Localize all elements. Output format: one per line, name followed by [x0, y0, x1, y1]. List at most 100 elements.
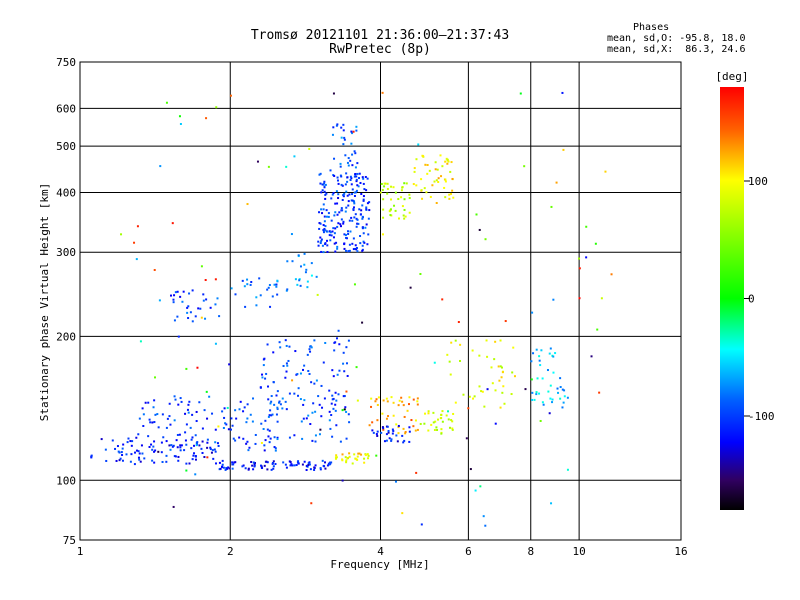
- data-point: [550, 205, 553, 208]
- data-point: [383, 440, 386, 443]
- data-point: [428, 169, 431, 172]
- data-point: [345, 190, 348, 193]
- data-point: [349, 230, 352, 233]
- data-point: [187, 411, 190, 414]
- data-point: [293, 392, 296, 395]
- data-point: [367, 217, 370, 220]
- data-point: [320, 250, 323, 253]
- data-point: [434, 161, 437, 164]
- data-point: [478, 385, 481, 388]
- data-point: [420, 189, 423, 192]
- data-point: [303, 252, 306, 255]
- data-point: [416, 428, 419, 431]
- data-point: [513, 375, 516, 378]
- data-point: [563, 395, 566, 398]
- data-point: [306, 280, 309, 283]
- data-point: [459, 343, 462, 346]
- data-point: [365, 208, 368, 211]
- data-point: [222, 426, 225, 429]
- data-point: [343, 370, 346, 373]
- data-point: [427, 412, 430, 415]
- data-point: [557, 391, 560, 394]
- data-point: [359, 213, 362, 216]
- x-tick-label: 6: [465, 545, 472, 558]
- data-point: [276, 293, 279, 296]
- data-point: [397, 424, 400, 427]
- data-point: [160, 441, 163, 444]
- data-point: [295, 464, 298, 467]
- data-point: [346, 194, 349, 197]
- data-point: [303, 399, 306, 402]
- data-point: [479, 485, 482, 488]
- data-point: [420, 523, 423, 526]
- data-point: [175, 439, 178, 442]
- data-point: [392, 186, 395, 189]
- data-point: [408, 197, 411, 200]
- data-point: [205, 117, 208, 120]
- data-point: [471, 349, 474, 352]
- data-point: [351, 219, 354, 222]
- data-point: [183, 449, 186, 452]
- data-point: [90, 454, 93, 457]
- data-point: [309, 350, 312, 353]
- data-point: [563, 389, 566, 392]
- data-point: [209, 448, 212, 451]
- data-point: [116, 445, 119, 448]
- data-point: [328, 230, 331, 233]
- data-point: [398, 399, 401, 402]
- data-point: [350, 142, 353, 145]
- data-point: [339, 165, 342, 168]
- y-axis-label: Stationary phase Virtual Height [km]: [38, 183, 51, 421]
- data-point: [354, 172, 357, 175]
- data-point: [426, 172, 429, 175]
- data-point: [538, 359, 541, 362]
- data-point: [341, 458, 344, 461]
- data-point: [345, 390, 348, 393]
- data-point: [540, 349, 543, 352]
- data-point: [341, 198, 344, 201]
- data-point: [259, 294, 262, 297]
- data-point: [205, 298, 208, 301]
- data-point: [342, 194, 345, 197]
- data-point: [153, 461, 156, 464]
- data-point: [551, 398, 554, 401]
- data-point: [305, 417, 308, 420]
- data-point: [440, 175, 443, 178]
- data-point: [320, 191, 323, 194]
- data-point: [241, 465, 244, 468]
- data-point: [334, 457, 337, 460]
- data-point: [140, 444, 143, 447]
- data-point: [177, 455, 180, 458]
- data-point: [266, 461, 269, 464]
- data-point: [421, 197, 424, 200]
- data-point: [323, 182, 326, 185]
- data-point: [161, 413, 164, 416]
- data-point: [200, 316, 203, 319]
- data-point: [308, 463, 311, 466]
- data-point: [359, 242, 362, 245]
- data-point: [203, 409, 206, 412]
- data-point: [448, 360, 451, 363]
- data-point: [344, 154, 347, 157]
- data-point: [345, 206, 348, 209]
- data-point: [353, 200, 356, 203]
- data-point: [323, 186, 326, 189]
- data-point: [255, 296, 258, 299]
- data-point: [276, 420, 279, 423]
- data-point: [387, 431, 390, 434]
- data-point: [318, 211, 321, 214]
- data-point: [390, 198, 393, 201]
- data-point: [410, 419, 413, 422]
- data-point: [181, 300, 184, 303]
- x-tick-label: 2: [227, 545, 234, 558]
- data-point: [335, 424, 338, 427]
- data-point: [288, 392, 291, 395]
- data-point: [366, 243, 369, 246]
- data-point: [111, 439, 114, 442]
- data-point: [432, 411, 435, 414]
- data-point: [347, 232, 350, 235]
- data-point: [541, 377, 544, 380]
- data-point: [345, 236, 348, 239]
- data-point: [213, 448, 216, 451]
- data-point: [348, 452, 351, 455]
